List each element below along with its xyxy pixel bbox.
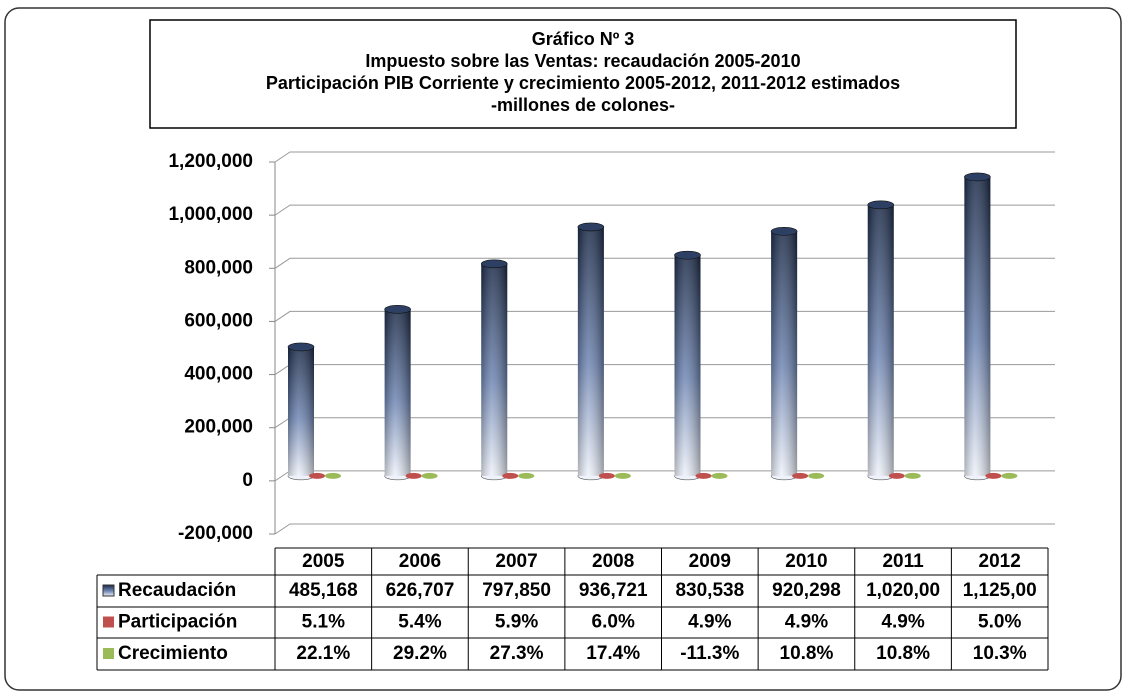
value-label: 4.9% — [785, 612, 828, 633]
bar — [480, 259, 508, 481]
value-label: 4.9% — [688, 612, 731, 633]
bar — [325, 472, 341, 479]
value-label: 10.3% — [973, 643, 1027, 664]
bar — [287, 342, 315, 481]
y-tick-label: 600,000 — [184, 310, 253, 331]
bar — [888, 472, 905, 479]
bar — [964, 172, 991, 481]
bar-part — [964, 176, 991, 476]
grid-line — [274, 151, 1055, 163]
value-label: 1,020,00 — [866, 580, 940, 601]
grid-line — [274, 257, 1055, 269]
bar — [1001, 472, 1018, 479]
bar-part — [867, 204, 894, 476]
bar — [518, 472, 535, 479]
legend-key — [103, 616, 114, 628]
bar — [405, 472, 422, 479]
value-label: 6.0% — [592, 612, 635, 633]
frame — [4, 7, 1122, 691]
bar — [985, 472, 1002, 479]
value-label: 797,850 — [482, 580, 551, 601]
bar — [384, 305, 411, 481]
bar-part — [480, 259, 508, 269]
bar — [577, 222, 605, 481]
y-tick-label: 0 — [242, 470, 253, 491]
bar — [867, 200, 895, 481]
x-tick-label: 2008 — [592, 551, 634, 572]
y-tick-label: -200,000 — [178, 523, 253, 544]
bar-part — [577, 226, 604, 476]
bar — [770, 227, 798, 481]
bar — [614, 472, 631, 479]
value-label: 1,125,00 — [963, 580, 1037, 601]
x-tick-label: 2010 — [785, 551, 827, 572]
bar-part — [384, 309, 411, 476]
value-label: 936,721 — [579, 580, 648, 601]
subtitle: -millones de colones- — [491, 95, 675, 115]
bar-part — [964, 172, 991, 182]
grid-line — [274, 204, 1055, 216]
y-tick-label: 200,000 — [184, 417, 253, 438]
bar-part — [288, 346, 314, 476]
bar — [711, 472, 728, 479]
x-tick-label: 2009 — [689, 551, 731, 572]
value-label: 22.1% — [296, 643, 350, 664]
value-label: 5.4% — [398, 612, 441, 633]
bar — [598, 472, 615, 479]
bar — [421, 472, 438, 479]
bar-part — [674, 255, 701, 476]
y-tick-label: 400,000 — [184, 364, 253, 385]
bar — [695, 472, 712, 479]
legend-label: Crecimiento — [118, 643, 228, 664]
bar — [502, 472, 519, 479]
subtitle: Impuesto sobre las Ventas: recaudación 2… — [365, 51, 800, 71]
value-label: 485,168 — [289, 580, 358, 601]
value-label: 5.0% — [978, 612, 1021, 633]
value-label: 5.9% — [495, 612, 538, 633]
grid-line — [274, 310, 1055, 322]
x-tick-label: 2012 — [979, 551, 1021, 572]
bar-part — [771, 231, 798, 476]
legend-label: Recaudación — [118, 580, 236, 601]
x-tick-label: 2007 — [495, 551, 537, 572]
bar — [309, 472, 325, 479]
y-tick-label: 1,200,000 — [168, 151, 253, 172]
value-label: 5.1% — [302, 612, 345, 633]
value-label: 830,538 — [675, 580, 744, 601]
bar-part — [770, 227, 798, 236]
bar-part — [481, 263, 508, 476]
chart-title: Gráfico Nº 3 — [532, 29, 635, 49]
subtitle: Participación PIB Corriente y crecimient… — [266, 73, 900, 93]
bar-part — [674, 250, 701, 260]
y-tick-label: 800,000 — [184, 257, 253, 278]
x-tick-label: 2011 — [882, 551, 924, 572]
value-label: 4.9% — [881, 612, 924, 633]
value-label: 920,298 — [772, 580, 841, 601]
x-tick-label: 2006 — [399, 551, 441, 572]
legend-label: Participación — [118, 612, 237, 633]
value-label: -11.3% — [680, 643, 739, 664]
bar-part — [577, 222, 605, 232]
value-label: 17.4% — [586, 643, 640, 664]
grid-line — [274, 523, 1055, 535]
legend-key — [103, 648, 114, 659]
value-label: 10.8% — [780, 643, 834, 664]
value-label: 29.2% — [393, 643, 447, 664]
bar-part — [287, 342, 315, 352]
bar-part — [867, 200, 895, 210]
value-label: 626,707 — [386, 580, 455, 601]
y-tick-label: 1,000,000 — [168, 204, 253, 225]
bar-part — [384, 305, 411, 314]
bar — [674, 250, 701, 481]
legend-key — [102, 584, 115, 597]
bar — [808, 472, 825, 479]
x-tick-label: 2005 — [302, 551, 345, 572]
value-label: 10.8% — [876, 643, 930, 664]
bar — [792, 472, 809, 479]
title-box — [149, 19, 1017, 129]
value-label: 27.3% — [490, 643, 544, 664]
bar — [904, 472, 921, 479]
